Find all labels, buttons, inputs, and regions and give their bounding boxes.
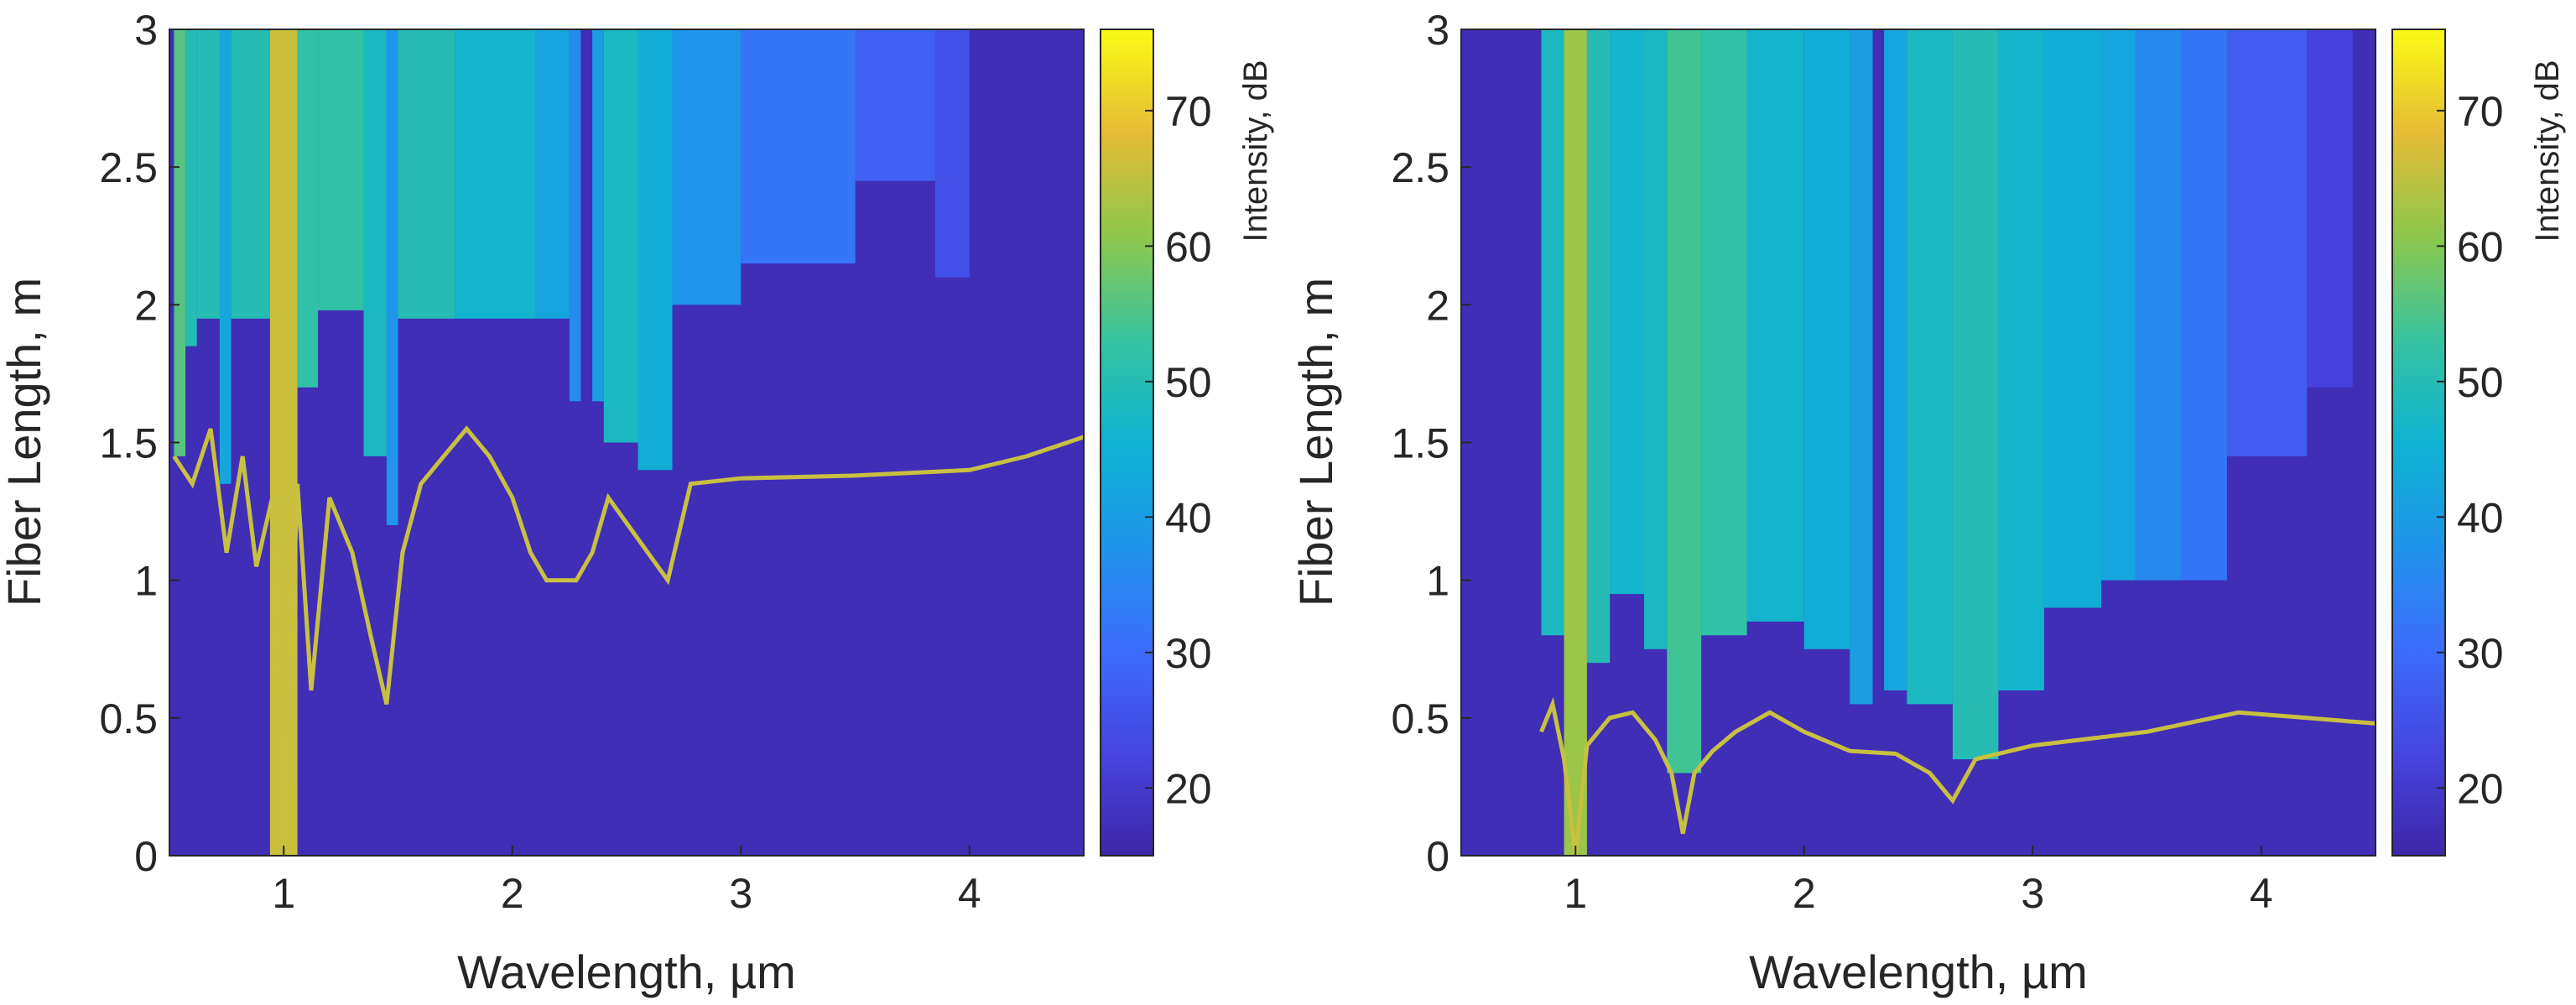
left-band-12 (535, 29, 570, 319)
right-colorbar-tick-label: 30 (2457, 630, 2504, 677)
right-colorbar-tick-label: 50 (2457, 359, 2504, 406)
right-spectral-bands (1541, 29, 2353, 856)
right-colorbar (2391, 29, 2446, 857)
right-x-axis-label: Wavelength, µm (1749, 945, 2088, 998)
right-band-20 (2307, 29, 2353, 388)
left-band-0 (174, 29, 186, 456)
right-y-tick-label: 3 (1426, 7, 1449, 54)
right-colorbar-tick-label: 60 (2457, 223, 2504, 270)
left-colorbar-tick-label: 40 (1165, 494, 1212, 541)
right-band-16 (2101, 29, 2136, 581)
right-colorbar-ticks: 20 30 40 50 60 70 (2437, 88, 2504, 812)
left-band-10 (398, 29, 455, 319)
left-band-21 (934, 29, 970, 278)
right-band-5 (1667, 29, 1702, 773)
left-y-tick-label: 3 (134, 7, 158, 54)
right-x-tick-label: 1 (1564, 870, 1587, 917)
left-colorbar-label: Intensity, dB (1237, 60, 1274, 242)
right-band-11 (1884, 29, 1907, 690)
right-band-14 (1998, 29, 2044, 690)
right-band-8 (1803, 29, 1850, 649)
left-pulse-trace-line (172, 425, 1085, 857)
right-band-3 (1610, 29, 1644, 595)
left-x-tick-label: 2 (501, 870, 524, 917)
left-band-5 (269, 29, 298, 856)
left-x-tick-label: 4 (958, 870, 981, 917)
right-band-10 (1872, 29, 1885, 856)
left-band-2 (196, 29, 220, 319)
left-y-tick-label: 1.5 (99, 420, 158, 467)
right-band-18 (2181, 29, 2227, 581)
left-heatmap-panel: 0 0.5 1 1.5 2 2.5 3 1 2 3 4 Wavelength, µm Fiber … (0, 7, 1274, 998)
right-band-1 (1564, 29, 1587, 856)
right-colorbar-tick-label: 20 (2457, 765, 2504, 812)
right-y-tick-label: 1.5 (1391, 420, 1449, 467)
right-x-tick-label: 2 (1793, 870, 1816, 917)
left-colorbar (1100, 29, 1154, 857)
right-band-17 (2135, 29, 2182, 581)
left-y-axis-label: Fiber Length, m (0, 278, 50, 607)
right-band-4 (1644, 29, 1668, 649)
left-colorbar-tick-label: 20 (1165, 765, 1212, 812)
right-band-0 (1541, 29, 1564, 636)
left-band-20 (855, 29, 935, 181)
right-y-axis-label: Fiber Length, m (1289, 278, 1342, 607)
left-band-18 (672, 29, 742, 305)
left-x-axis-label: Wavelength, µm (457, 945, 796, 998)
left-x-tick-label: 3 (729, 870, 752, 917)
right-band-9 (1850, 29, 1873, 705)
right-y-tick-label: 0.5 (1391, 695, 1449, 742)
left-x-ticks: 1 2 3 4 (272, 846, 981, 917)
right-heatmap-panel: 0 0.5 1 1.5 2 2.5 3 1 2 3 4 Wavelength, µm Fiber … (1289, 7, 2566, 998)
left-y-tick-label: 2.5 (99, 144, 158, 191)
right-band-2 (1586, 29, 1611, 664)
left-band-4 (231, 29, 270, 319)
left-y-tick-label: 0.5 (99, 695, 158, 742)
left-band-17 (637, 29, 673, 471)
right-x-ticks: 1 2 3 4 (1564, 846, 2273, 917)
left-x-tick-label: 1 (272, 870, 295, 917)
left-band-7 (318, 29, 364, 310)
left-band-13 (569, 29, 581, 402)
left-band-1 (185, 29, 197, 346)
right-y-tick-label: 0 (1426, 833, 1449, 880)
left-colorbar-tick-label: 70 (1165, 88, 1212, 135)
right-band-12 (1907, 29, 1953, 705)
right-y-ticks: 0 0.5 1 1.5 2 2.5 3 (1391, 7, 1471, 880)
left-band-11 (455, 29, 535, 319)
right-colorbar-label: Intensity, dB (2529, 60, 2566, 242)
right-y-tick-label: 2 (1426, 282, 1449, 329)
left-colorbar-tick-label: 50 (1165, 359, 1212, 406)
left-band-19 (741, 29, 856, 264)
left-y-ticks: 0 0.5 1 1.5 2 2.5 3 (99, 7, 180, 880)
left-y-tick-label: 2 (134, 282, 158, 329)
right-y-tick-label: 1 (1426, 558, 1449, 605)
left-y-tick-label: 0 (134, 833, 158, 880)
right-band-15 (2043, 29, 2101, 608)
left-band-14 (580, 29, 593, 856)
left-band-8 (363, 29, 387, 456)
right-pulse-trace-line (1539, 696, 2376, 857)
left-band-6 (297, 29, 319, 388)
left-colorbar-ticks: 20 30 40 50 60 70 (1145, 88, 1212, 812)
left-colorbar-tick-label: 30 (1165, 630, 1212, 677)
right-colorbar-tick-label: 70 (2457, 88, 2504, 135)
right-x-tick-label: 4 (2250, 870, 2273, 917)
left-y-tick-label: 1 (134, 558, 158, 605)
left-band-16 (603, 29, 638, 443)
left-colorbar-tick-label: 60 (1165, 223, 1212, 270)
left-band-9 (386, 29, 398, 525)
right-x-tick-label: 3 (2021, 870, 2044, 917)
right-colorbar-tick-label: 40 (2457, 494, 2504, 541)
right-band-6 (1701, 29, 1747, 636)
left-spectral-bands (174, 29, 970, 856)
right-y-tick-label: 2.5 (1391, 144, 1449, 191)
left-band-15 (592, 29, 604, 402)
right-band-13 (1952, 29, 1999, 760)
right-band-19 (2226, 29, 2308, 456)
right-band-7 (1746, 29, 1804, 622)
left-band-3 (219, 29, 232, 484)
